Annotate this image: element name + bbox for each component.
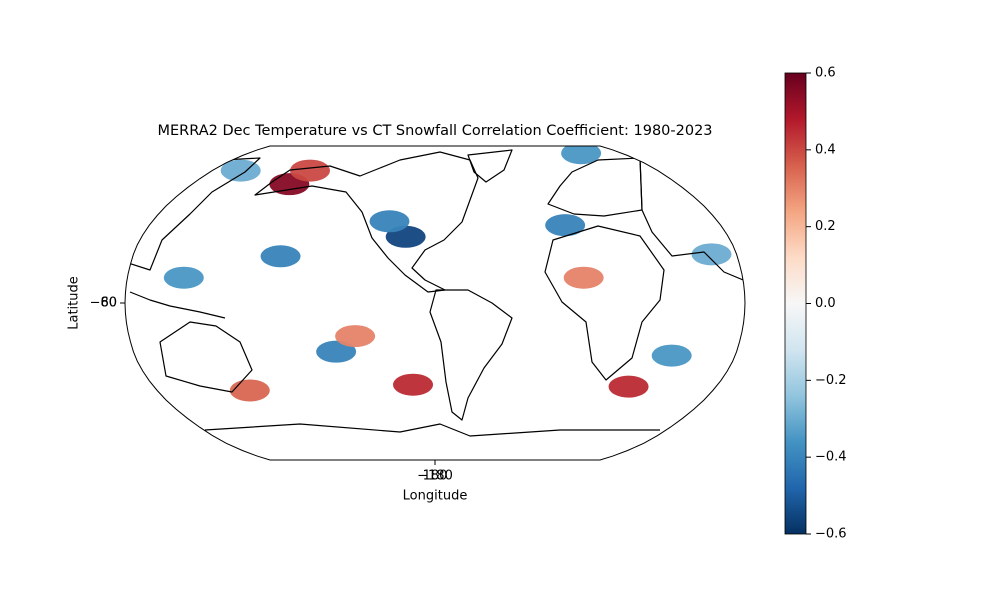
africa (544, 225, 665, 381)
south-america (429, 289, 513, 421)
correlation-region (651, 344, 692, 367)
correlation-region (545, 214, 586, 237)
data-layer (163, 146, 732, 402)
x-tick-label: −180 (417, 469, 453, 484)
correlation-region (316, 340, 357, 363)
colorbar-tick-label: −0.6 (815, 527, 847, 542)
correlation-region (561, 146, 602, 165)
australia (159, 321, 253, 393)
indonesia (129, 291, 226, 319)
north-america (254, 151, 479, 293)
colorbar-tick-label: 0.0 (815, 296, 836, 311)
colorbar-tick-label: −0.2 (815, 373, 847, 388)
correlation-region (393, 373, 434, 396)
correlation-region (229, 379, 270, 402)
y-tick-label: −80 (90, 296, 117, 311)
greenland (467, 149, 513, 183)
x-axis-label: Longitude (403, 489, 468, 504)
correlation-region (691, 243, 732, 266)
chart-title: MERRA2 Dec Temperature vs CT Snowfall Co… (157, 123, 712, 139)
correlation-region (260, 245, 301, 268)
antarctica (204, 423, 660, 437)
colorbar-tick-label: 0.4 (815, 142, 836, 157)
correlation-region (290, 159, 331, 182)
map-outline (124, 145, 746, 461)
correlation-region (369, 210, 410, 233)
europe (547, 157, 643, 217)
correlation-region (608, 375, 649, 398)
correlation-region (220, 159, 261, 182)
asia (639, 157, 745, 283)
correlation-region (563, 266, 604, 289)
x-tick-label: 180 (423, 469, 448, 484)
correlation-region (335, 325, 376, 348)
east-asia (125, 157, 261, 271)
colorbar (784, 72, 807, 535)
y-axis-label: Latitude (67, 276, 82, 330)
colorbar-tick-label: 0.6 (815, 66, 836, 81)
colorbar-tick-label: 0.2 (815, 219, 836, 234)
coastlines (125, 149, 745, 437)
colorbar-tick-label: −0.4 (815, 450, 847, 465)
y-tick-label: 60 (100, 296, 117, 311)
correlation-region (163, 266, 204, 289)
